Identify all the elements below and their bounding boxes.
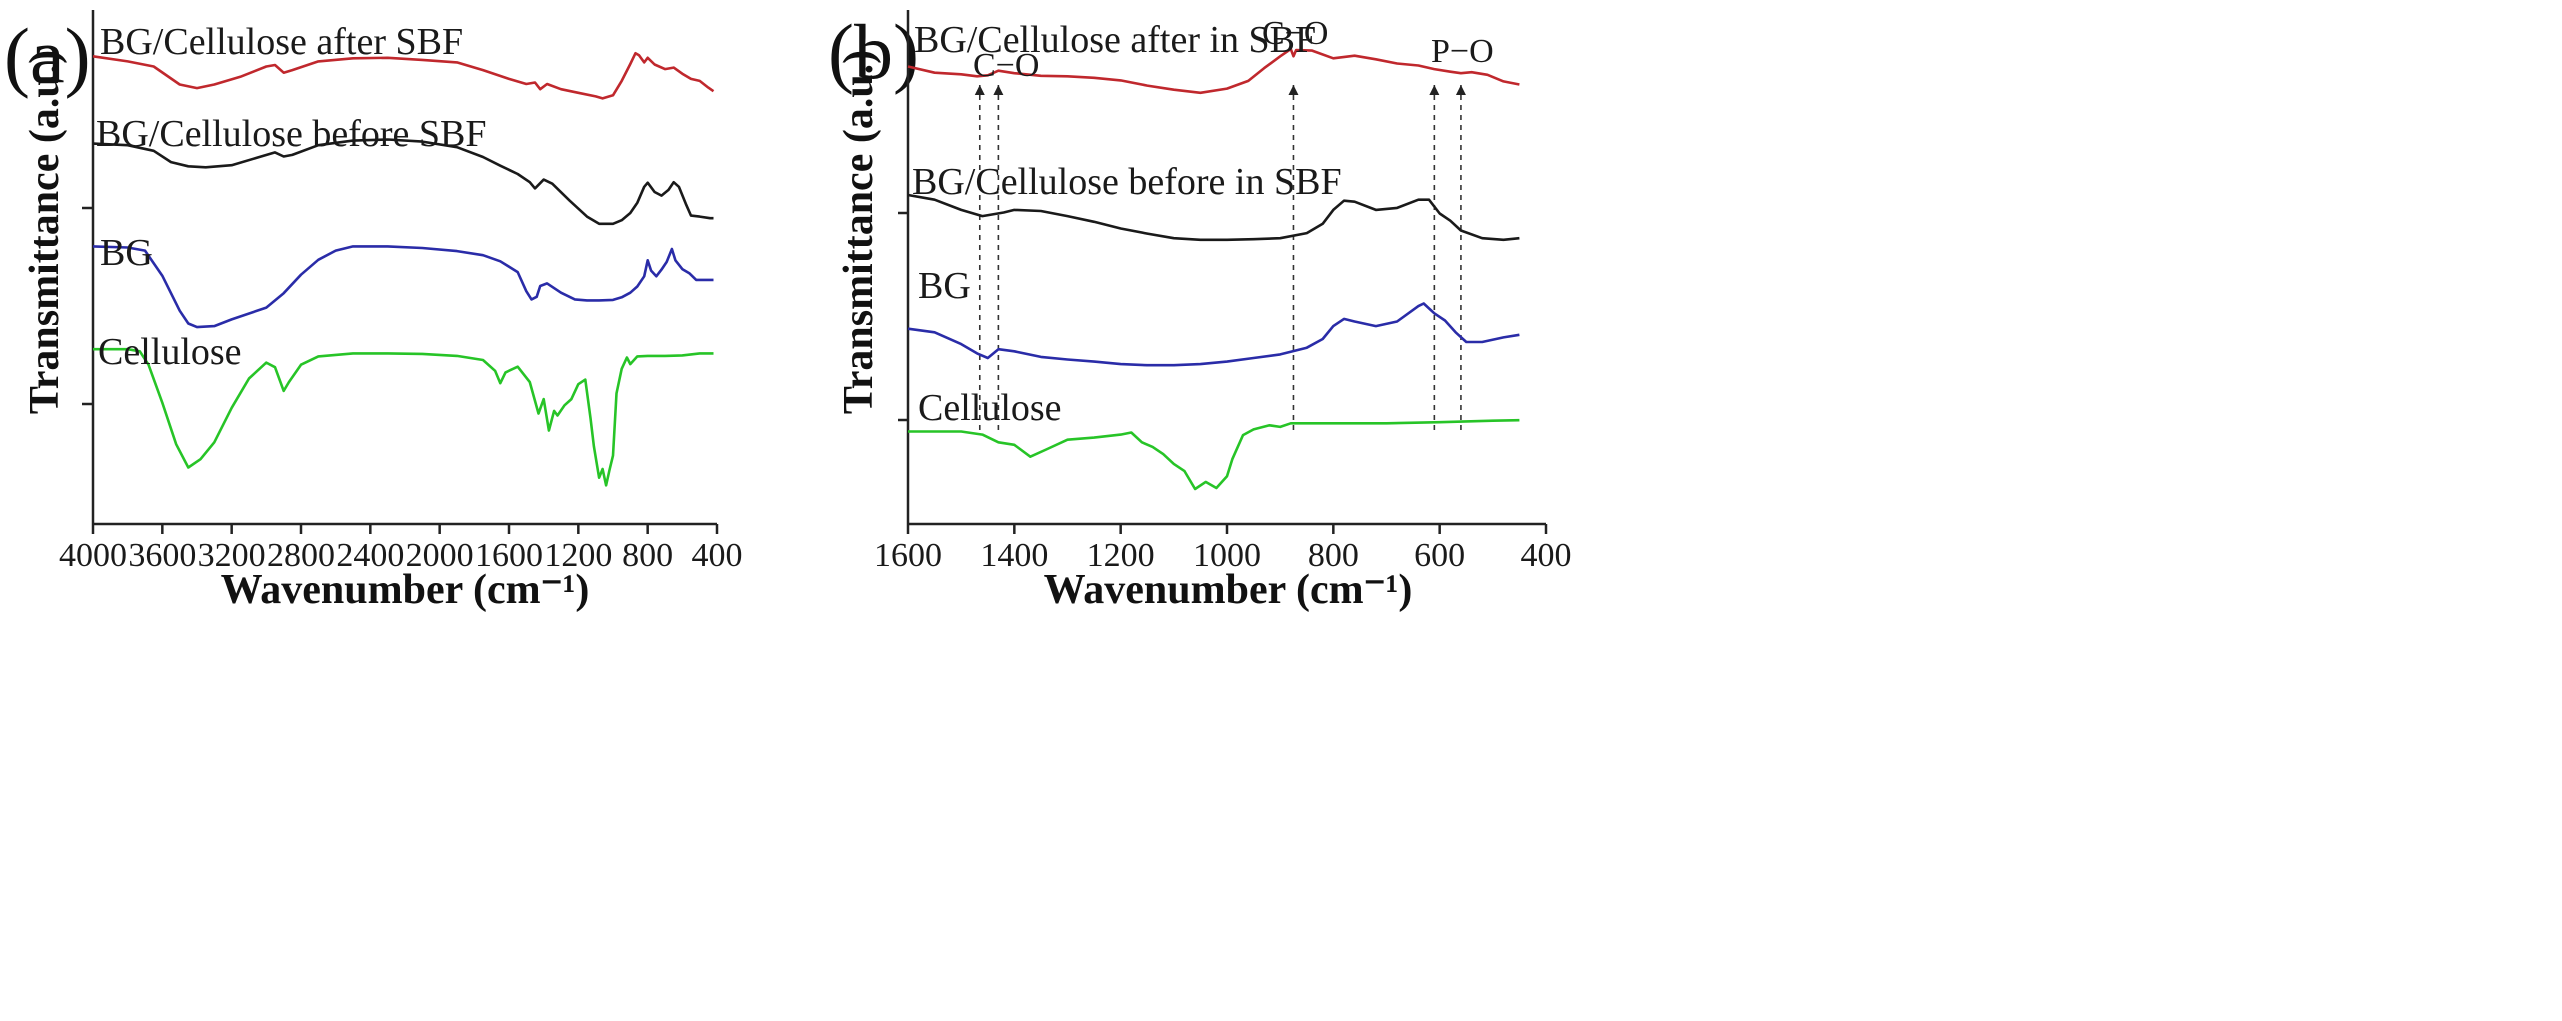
panel-a-x-tick-label: 2400 [336, 537, 404, 574]
panel-a-series [92, 51, 715, 487]
panel-a-series-label-cellulose: Cellulose [98, 331, 242, 373]
panel-a-series-label-before-sbf: BG/Cellulose before SBF [96, 113, 487, 155]
panel-b-x-tick-label: 800 [1308, 537, 1359, 574]
panel-a-x-axis-title: Wavenumber (cm⁻¹) [221, 567, 590, 613]
panel-b-y-axis-title: Transmittance (a.u.) [836, 50, 882, 414]
panel-b-series-line-2 [907, 193, 1520, 242]
panel-a: (a) 4000 3600 3200 2800 2400 2000 1600 1200 800 4… [4, 10, 743, 613]
panel-b: (b) 1600 1400 1200 1000 800 600 400 BG/Cellulo… [828, 8, 1572, 613]
panel-b-series-line-4 [908, 418, 1520, 491]
panel-b-annotation-p-o: P−O [1431, 33, 1494, 70]
panel-b-annotation-c-o-left: C−O [973, 47, 1039, 84]
panel-a-label: (a) [4, 12, 91, 99]
panel-a-x-tick-label: 400 [692, 537, 743, 574]
panel-a-x-tick-label: 3200 [198, 537, 266, 574]
panel-b-series-label-bg: BG [918, 265, 971, 307]
panel-b-x-tick-label: 400 [1521, 537, 1572, 574]
panel-b-x-axis-title: Wavenumber (cm⁻¹) [1044, 567, 1413, 613]
panel-b-guide-arrow [1288, 85, 1299, 95]
panel-b-series-label-after-sbf: BG/Cellulose after in SBF [914, 19, 1316, 61]
panel-b-x-tick-label: 1400 [980, 537, 1048, 574]
panel-b-x-tick-label: 1600 [874, 537, 942, 574]
panel-b-series-label-cellulose: Cellulose [918, 387, 1062, 429]
panel-a-x-tick-label: 3600 [128, 537, 196, 574]
panel-a-x-tick-label: 2000 [406, 537, 474, 574]
panel-b-guide-arrow [993, 85, 1004, 95]
panel-b-x-tick-label: 600 [1414, 537, 1465, 574]
panel-a-x-ticks: 4000 3600 3200 2800 2400 2000 1600 1200 800 400 [59, 524, 743, 574]
panel-b-series-line-1 [907, 47, 1520, 95]
panel-b-guide-arrow [1455, 85, 1466, 95]
panel-a-series-line-1 [92, 51, 715, 100]
panel-a-series-label-after-sbf: BG/Cellulose after SBF [100, 21, 463, 63]
panel-a-x-tick-label: 4000 [59, 537, 127, 574]
panel-b-x-ticks: 1600 1400 1200 1000 800 600 400 [874, 524, 1572, 574]
panel-a-x-tick-label: 1200 [544, 537, 612, 574]
panel-a-series-line-3 [92, 245, 714, 329]
panel-b-label: (b) [828, 8, 919, 95]
panel-a-x-tick-label: 800 [622, 537, 673, 574]
panel-b-annotation-c-o-center: C−O [1262, 15, 1328, 52]
panel-b-x-tick-label: 1000 [1193, 537, 1261, 574]
panel-b-guide-arrow [974, 85, 985, 95]
panel-b-guides [974, 85, 1466, 434]
panel-b-x-tick-label: 1200 [1087, 537, 1155, 574]
panel-a-x-tick-label: 2800 [267, 537, 335, 574]
panel-a-y-axis-title: Transmittance (a.u.) [22, 50, 68, 414]
panel-a-x-tick-label: 1600 [475, 537, 543, 574]
panel-a-series-line-2 [92, 138, 714, 226]
panel-a-series-line-4 [93, 347, 714, 487]
panel-a-series-label-bg: BG [100, 232, 153, 274]
panel-b-series [907, 47, 1520, 491]
panel-b-guide-arrow [1429, 85, 1440, 95]
panel-b-series-label-before-sbf: BG/Cellulose before in SBF [912, 161, 1342, 203]
panel-b-series-line-3 [907, 302, 1520, 367]
